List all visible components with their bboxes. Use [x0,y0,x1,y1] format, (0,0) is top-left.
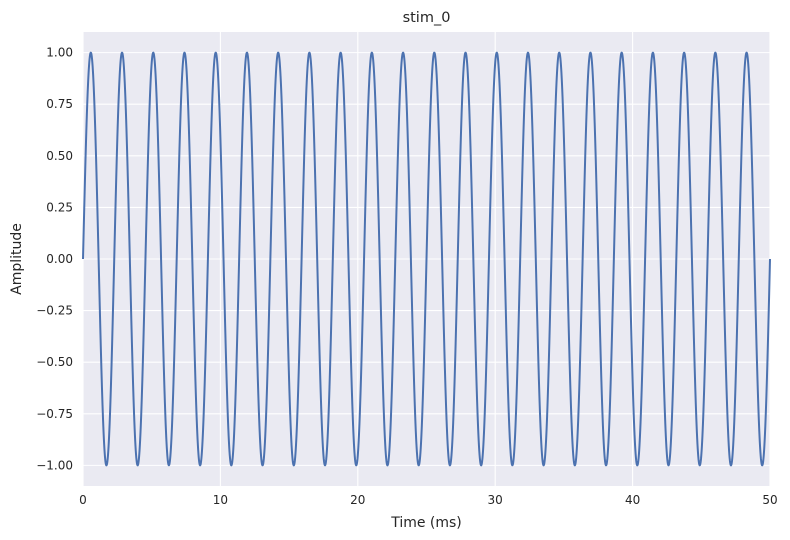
y-tick-label: 0.25 [46,200,73,214]
x-tick-label: 20 [350,493,365,507]
x-tick-label: 30 [488,493,503,507]
x-tick-label: 40 [625,493,640,507]
y-tick-labels: 1.00 0.75 0.50 0.25 0.00 −0.25 −0.50 −0.75 −1.00 [36,46,73,473]
x-tick-label: 10 [213,493,228,507]
y-tick-label: 0.00 [46,252,73,266]
y-tick-label: −1.00 [36,458,73,472]
chart-title: stim_0 [403,10,451,26]
series-line [82,51,771,467]
x-tick-label: 50 [762,493,777,507]
y-tick-label: 0.75 [46,97,73,111]
x-tick-label: 0 [79,493,87,507]
y-tick-label: 0.50 [46,149,73,163]
x-axis-label: Time (ms) [390,515,462,531]
y-tick-label: −0.50 [36,355,73,369]
x-tick-labels: 0 10 20 30 40 50 [79,493,777,507]
y-tick-label: 1.00 [46,46,73,60]
y-tick-label: −0.75 [36,407,73,421]
series-layer [82,51,771,467]
y-axis-label: Amplitude [9,223,25,295]
y-tick-label: −0.25 [36,304,73,318]
